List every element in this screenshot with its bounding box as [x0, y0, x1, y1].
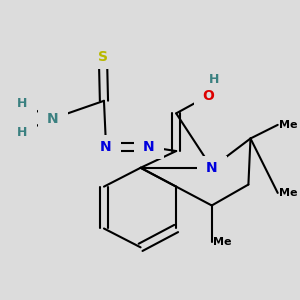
Text: H: H — [17, 126, 28, 139]
Bar — [7, 120, 38, 144]
Bar — [38, 107, 68, 130]
Text: N: N — [206, 161, 218, 175]
Bar — [199, 68, 229, 92]
Text: H: H — [17, 98, 28, 110]
Text: O: O — [203, 88, 214, 103]
Text: N: N — [100, 140, 112, 154]
Text: S: S — [98, 50, 108, 64]
Bar — [197, 156, 227, 180]
Bar — [194, 84, 224, 107]
Text: Me: Me — [279, 188, 298, 198]
Bar — [88, 45, 118, 69]
Bar — [134, 135, 164, 159]
Text: Me: Me — [213, 237, 232, 247]
Text: Me: Me — [279, 120, 298, 130]
Text: N: N — [47, 112, 58, 126]
Bar — [7, 92, 38, 116]
Text: N: N — [143, 140, 155, 154]
Bar — [91, 135, 121, 159]
Text: H: H — [209, 74, 219, 86]
